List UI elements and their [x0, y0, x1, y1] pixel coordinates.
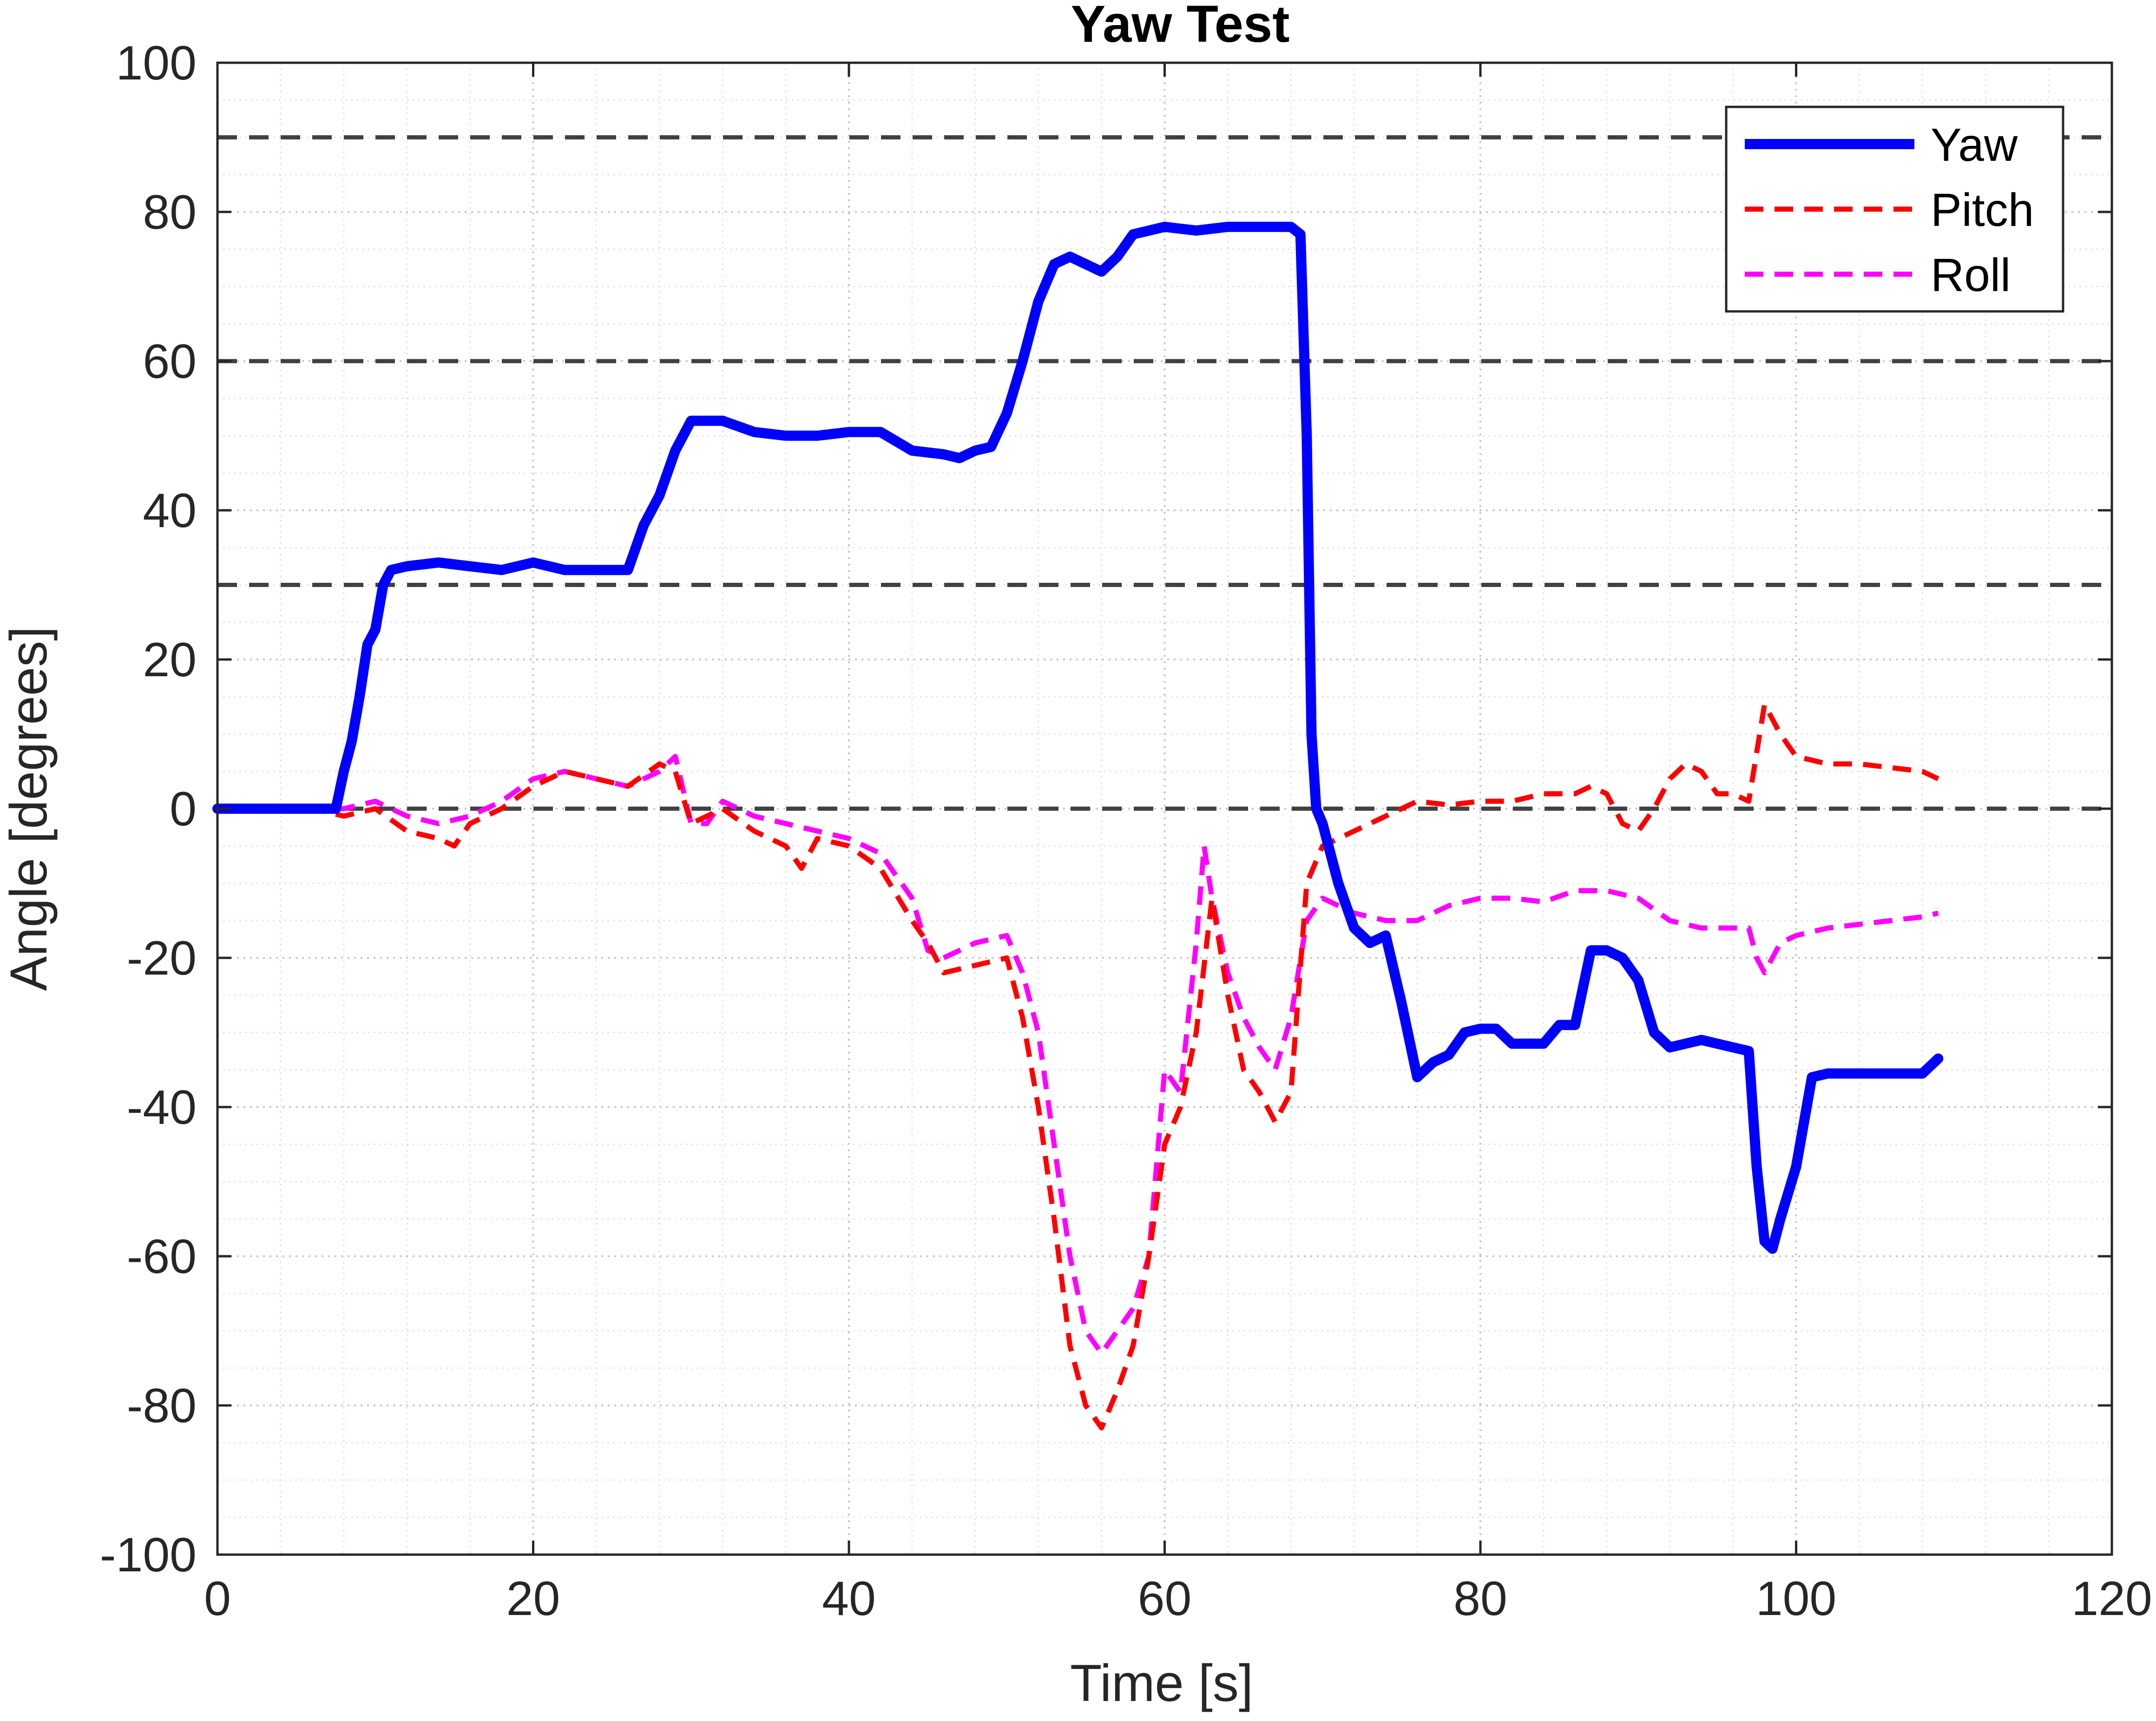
x-tick-label: 100: [1756, 1572, 1837, 1626]
legend-label-roll: Roll: [1931, 249, 2011, 301]
y-tick-label: 20: [143, 633, 197, 687]
series-line-yaw: [212, 222, 1944, 1254]
x-tick-label: 0: [204, 1572, 231, 1626]
legend-label-pitch: Pitch: [1931, 184, 2034, 236]
series-lines: [212, 222, 1944, 1431]
legend-label-yaw: Yaw: [1931, 119, 2018, 171]
series-line-pitch: [217, 701, 1939, 1431]
y-tick-label: 80: [143, 185, 197, 239]
x-axis-label: Time [s]: [1070, 1654, 1253, 1712]
y-tick-label: -20: [127, 931, 197, 985]
x-tick-label: 40: [822, 1572, 876, 1626]
x-tick-label: 60: [1138, 1572, 1192, 1626]
y-tick-label: -40: [127, 1081, 197, 1134]
y-tick-label: 100: [116, 36, 197, 90]
x-tick-label: 120: [2071, 1572, 2152, 1626]
y-axis-label: Angle [degrees]: [0, 626, 58, 991]
axis-ticks: 0 20 40 60 80 100 120 100 80 60 40 20 0 -20 -40 -60 -80 -…: [100, 36, 2152, 1626]
x-tick-label: 80: [1453, 1572, 1507, 1626]
legend: Yaw Pitch Roll: [1725, 106, 2064, 313]
x-tick-label: 20: [506, 1572, 560, 1626]
y-tick-label: -100: [100, 1528, 197, 1582]
y-tick-label: 40: [143, 484, 197, 538]
y-tick-label: 60: [143, 335, 197, 389]
y-tick-label: -80: [127, 1379, 197, 1433]
y-tick-label: -60: [127, 1230, 197, 1284]
y-tick-label: 0: [170, 782, 197, 836]
chart-title: Yaw Test: [1071, 0, 1289, 53]
